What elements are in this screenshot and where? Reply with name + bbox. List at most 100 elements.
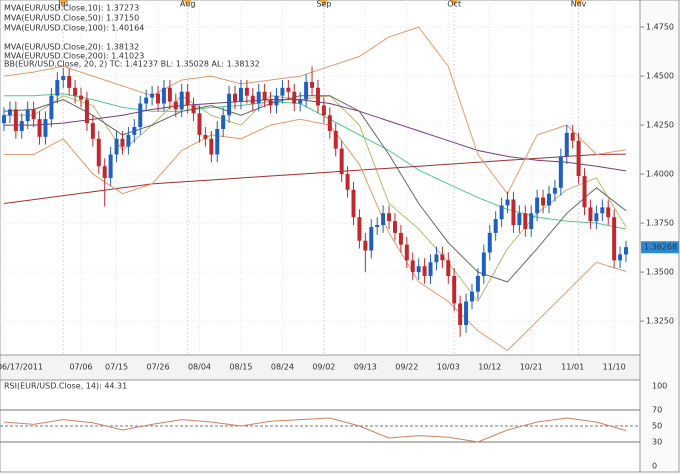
legend-entry: MVA(EUR/USD.Close,200): 1.41023 [4,52,144,61]
candle-body [600,207,605,214]
y-tick-label: 1.3250 [646,317,674,326]
candle-body [233,93,238,102]
candle-body [167,87,172,102]
candle-body [428,262,433,277]
date-axis [0,354,641,381]
candle-body [185,91,190,106]
candle-body [618,254,623,261]
y-tick-label: 1.3500 [646,268,674,277]
month-label: Aug [180,0,196,9]
candle-body [440,254,445,261]
candle-body [7,109,12,116]
candle-body [215,128,220,155]
candle-body [250,95,255,104]
candle-body [535,197,540,214]
candle-body [499,205,504,220]
month-label: Nov [571,0,587,9]
rsi-tick-label: 30 [652,438,662,447]
candle-body [357,217,362,241]
month-marker [574,0,583,6]
x-tick-label: 08/24 [271,363,294,372]
candle-body [126,134,131,147]
candle-body [37,119,42,137]
candle-body [464,301,469,326]
candle-body [315,87,320,106]
candle-body [594,213,599,222]
moving-average [4,99,627,172]
candle-body [416,266,421,273]
legend-entry: MVA(EUR/USD.Close,10): 1.37273 [4,4,139,13]
y-tick-label: 1.3750 [646,219,674,228]
rsi-legend: RSI(EUR/USD.Close, 14): 44.31 [4,382,127,391]
candle-body [558,156,563,188]
candle-body [55,79,60,96]
x-tick-label: 07/15 [105,363,128,372]
last-price-box [641,241,679,254]
moving-average [4,93,627,230]
candle-body [304,81,309,100]
last-price-label: 1.36268 [644,243,677,252]
candle-body [333,130,338,149]
x-tick-label: 10/21 [520,363,543,372]
legend-entry: MVA(EUR/USD.Close,50): 1.37150 [4,14,139,23]
bollinger-lower [4,118,627,352]
candle-body [321,105,326,116]
x-tick-label: 09/02 [312,363,335,372]
candle-body [475,276,480,292]
legend-entry: MVA(EUR/USD.Close,20): 1.38132 [4,43,139,52]
candle-body [90,123,95,139]
candle-body [517,213,522,226]
month-marker [450,0,459,6]
candle-body [582,176,587,208]
candle-body [327,115,332,131]
candle-body [19,121,24,131]
candle-body [84,99,89,124]
candle-body [351,189,356,218]
candle-body [49,95,54,120]
candle-body [511,199,516,226]
candle-body [505,199,510,206]
candle-body [138,103,143,128]
candle-body [523,213,528,229]
candle-body [79,95,84,100]
candle-body [570,132,575,141]
candle-body [209,138,214,155]
x-tick-label: 10/03 [437,363,460,372]
x-tick-label: 09/13 [354,363,377,372]
candle-body [31,109,36,120]
rsi-tick-label: 0 [652,462,657,471]
candle-body [67,76,72,88]
rsi-line [3,417,627,443]
candle-body [274,95,279,106]
candle-body [256,91,261,104]
bollinger-upper [3,26,627,195]
candle-body [120,138,125,147]
rsi-tick-label: 50 [652,422,662,431]
month-label: Sep [316,0,331,9]
candle-body [108,154,113,178]
x-tick-label: 09/22 [395,363,418,372]
candle-body [25,109,30,122]
candle-body [268,99,273,106]
month-marker [183,0,192,6]
candle-body [363,240,368,251]
candle-body [298,99,303,104]
candle-body [244,87,249,96]
candle-body [541,197,546,206]
candle-body [398,232,403,245]
x-tick-label: 08/04 [188,363,211,372]
rsi-tick-label: 70 [652,406,662,415]
candle-body [612,217,617,261]
candle-body [446,260,451,277]
x-tick-label: 08/15 [229,363,252,372]
candle-body [144,97,149,104]
candle-body [546,193,551,206]
candle-body [173,101,178,110]
candle-body [469,291,474,302]
candle-body [493,219,498,233]
candle-body [280,87,285,96]
candle-body [179,91,184,110]
candle-body [345,174,350,190]
legend-entry: MVA(EUR/USD.Close,100): 1.40164 [4,24,144,33]
